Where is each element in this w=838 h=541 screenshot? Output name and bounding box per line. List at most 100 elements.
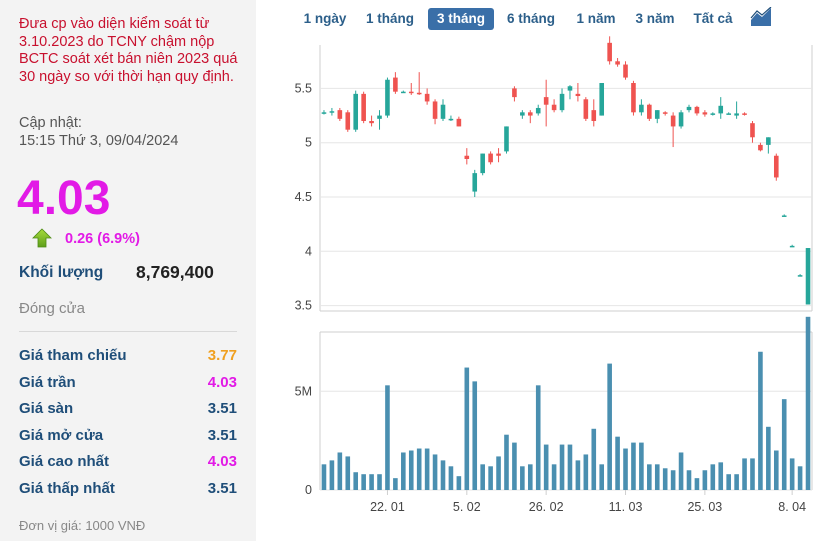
volume-bar — [702, 470, 708, 490]
volume-bar — [607, 363, 612, 490]
date-tick-label: 25. 03 — [687, 500, 722, 514]
candle-body — [686, 106, 692, 111]
price-change: 0.26 (6.9%) — [65, 231, 140, 247]
candle-body — [766, 137, 771, 145]
stat-open-price: Giá mở cửa 3.51 — [19, 427, 237, 447]
volume-bar — [353, 472, 359, 490]
volume-bar — [750, 458, 755, 490]
volume-bar — [559, 444, 565, 490]
volume-bar — [583, 454, 589, 490]
candle-body — [385, 79, 390, 116]
volume-bar — [710, 464, 716, 490]
candle-body — [496, 153, 501, 156]
divider — [19, 331, 237, 332]
volume-bar — [694, 478, 700, 490]
volume-bar — [440, 460, 446, 490]
arrow-up-icon — [32, 228, 52, 248]
volume-bar — [535, 385, 541, 490]
tab-1-month[interactable]: 1 tháng — [365, 11, 414, 26]
candle-body — [401, 91, 406, 94]
candle-body — [361, 93, 366, 121]
volume-bar — [647, 464, 652, 490]
volume-bar — [401, 452, 406, 490]
candle-body — [504, 126, 509, 152]
volume-bar — [773, 450, 779, 490]
tab-all[interactable]: Tất cả — [693, 11, 733, 26]
candle-body — [805, 248, 811, 305]
volume-bar — [369, 474, 374, 490]
candle-body — [559, 93, 565, 111]
candle-body — [797, 275, 803, 277]
volume-bar — [416, 448, 422, 490]
updated-label: Cập nhật: — [19, 115, 82, 131]
candle-body — [623, 64, 628, 78]
candle-body — [710, 113, 716, 115]
volume-bar — [504, 434, 509, 490]
volume-bar — [599, 464, 605, 490]
stat-reference-price: Giá tham chiếu 3.77 — [19, 347, 237, 367]
volume-bar — [789, 458, 795, 490]
stat-label: Giá sàn — [19, 400, 74, 417]
volume-bar — [527, 464, 533, 490]
candle-body — [615, 61, 620, 65]
candle-body — [472, 173, 478, 192]
stat-label: Giá trần — [19, 374, 76, 391]
date-tick-label: 26. 02 — [529, 500, 564, 514]
tab-3-months[interactable]: 3 tháng — [428, 8, 494, 30]
stat-value: 3.77 — [207, 347, 237, 364]
volume-bar — [337, 452, 343, 490]
stock-info-panel: Đưa cp vào diện kiểm soát từ 3.10.2023 d… — [0, 0, 256, 541]
candle-body — [583, 99, 589, 119]
price-tick-label: 4 — [305, 244, 312, 258]
price-tick-label: 3.5 — [295, 299, 312, 313]
volume-bar — [480, 464, 485, 490]
volume-bar — [766, 426, 771, 490]
stat-value: 4.03 — [207, 453, 237, 470]
candle-body — [329, 111, 335, 113]
volume-bar — [464, 367, 470, 490]
candle-body — [631, 83, 636, 113]
volume-bar — [726, 474, 731, 490]
volume-bar — [424, 448, 430, 490]
volume-bar — [472, 381, 478, 490]
current-price: 4.03 — [17, 172, 111, 225]
volume-label: Khối lượng — [19, 264, 104, 281]
candle-body — [678, 112, 684, 127]
candle-body — [726, 113, 731, 115]
candle-body — [377, 115, 382, 119]
area-chart-icon[interactable] — [750, 7, 772, 27]
tab-1-day[interactable]: 1 ngày — [303, 11, 347, 26]
tab-3-years[interactable]: 3 năm — [635, 11, 675, 26]
volume-bar — [670, 470, 676, 490]
stat-label: Giá thấp nhất — [19, 480, 115, 497]
tab-1-year[interactable]: 1 năm — [576, 11, 616, 26]
volume-bar — [781, 399, 787, 490]
volume-tick-label: 0 — [305, 483, 312, 497]
price-tick-label: 5 — [305, 136, 312, 150]
stat-value: 4.03 — [207, 374, 237, 391]
candle-body — [432, 101, 438, 119]
volume-bar — [345, 456, 351, 490]
candle-body — [694, 106, 700, 114]
volume-bar — [321, 464, 327, 490]
candle-body — [734, 113, 739, 116]
candle-body — [393, 77, 398, 92]
volume-tick-label: 5M — [295, 384, 312, 398]
candle-body — [512, 88, 517, 98]
candle-body — [639, 104, 644, 113]
date-tick-label: 22. 01 — [370, 500, 405, 514]
candle-body — [353, 93, 359, 130]
tab-6-months[interactable]: 6 tháng — [506, 11, 555, 26]
stat-floor-price: Giá sàn 3.51 — [19, 400, 237, 420]
candle-body — [345, 112, 351, 130]
price-tick-label: 5.5 — [295, 81, 312, 95]
volume-bar — [456, 476, 462, 490]
volume-bar — [448, 466, 454, 490]
volume-bar — [678, 452, 684, 490]
volume-bar — [512, 442, 517, 490]
candle-body — [321, 112, 327, 114]
candle-body — [424, 93, 430, 102]
volume-bar — [377, 474, 382, 490]
candle-body — [591, 110, 597, 121]
